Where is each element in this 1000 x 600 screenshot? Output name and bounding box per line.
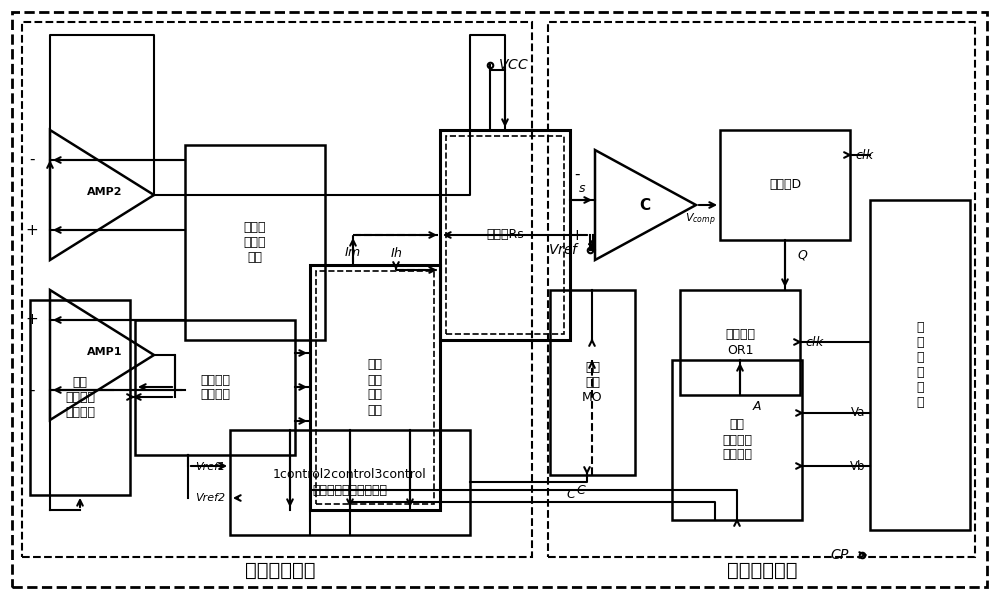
- Text: 微热板Rs: 微热板Rs: [486, 229, 524, 241]
- Text: 测试电流电路: 测试电流电路: [245, 560, 315, 580]
- Text: 第一或门
OR1: 第一或门 OR1: [725, 329, 755, 356]
- Text: -: -: [574, 167, 580, 182]
- Text: 线性
开关
MO: 线性 开关 MO: [582, 361, 603, 404]
- Text: Va: Va: [851, 407, 865, 419]
- Bar: [870, 200, 970, 530]
- Text: 触发器D: 触发器D: [769, 179, 801, 191]
- Text: $clk$: $clk$: [805, 335, 825, 349]
- Text: -: -: [29, 152, 35, 167]
- Text: 三个
输出
电流
电路: 三个 输出 电流 电路: [368, 359, 382, 416]
- Text: $CP$: $CP$: [830, 548, 850, 562]
- Text: AMP1: AMP1: [87, 347, 123, 357]
- Text: +: +: [26, 223, 38, 238]
- Text: 时
钟
发
生
电
路: 时 钟 发 生 电 路: [916, 321, 924, 409]
- Text: $C$: $C$: [566, 488, 577, 502]
- Text: AMP2: AMP2: [87, 187, 123, 197]
- Bar: [550, 290, 635, 475]
- Bar: [720, 130, 850, 240]
- Bar: [548, 22, 975, 557]
- Text: s: s: [579, 181, 585, 194]
- Text: $VCC$: $VCC$: [498, 58, 529, 72]
- Text: Vb: Vb: [850, 460, 865, 473]
- Text: 第二
加热模式
控制电路: 第二 加热模式 控制电路: [722, 419, 752, 461]
- Text: $Vref$: $Vref$: [548, 242, 580, 257]
- Text: 加热电流电路: 加热电流电路: [727, 560, 797, 580]
- Bar: [672, 360, 802, 520]
- Bar: [230, 430, 470, 535]
- Text: C: C: [639, 197, 651, 212]
- Text: $V_{comp}$: $V_{comp}$: [685, 212, 716, 228]
- Text: $C$: $C$: [576, 484, 587, 497]
- Text: 基准电压
设定电路: 基准电压 设定电路: [200, 373, 230, 401]
- Bar: [185, 145, 325, 340]
- Bar: [680, 290, 800, 395]
- Text: 带隙电
压基准
电路: 带隙电 压基准 电路: [244, 221, 266, 264]
- Text: $Q$: $Q$: [797, 248, 808, 262]
- Text: -: -: [29, 383, 35, 398]
- Bar: [310, 265, 440, 510]
- Text: Vref2: Vref2: [195, 493, 225, 503]
- Text: 1control2control3control
测试电流切换控制电路: 1control2control3control 测试电流切换控制电路: [273, 469, 427, 497]
- Bar: [440, 130, 570, 340]
- Bar: [22, 22, 532, 557]
- Text: +: +: [571, 228, 583, 243]
- Bar: [30, 300, 130, 495]
- Text: +: +: [26, 312, 38, 327]
- Text: $Im$: $Im$: [344, 247, 362, 259]
- Text: $A$: $A$: [752, 401, 762, 413]
- Text: $Ih$: $Ih$: [390, 246, 402, 260]
- Bar: [135, 320, 295, 455]
- Text: Vref1: Vref1: [195, 462, 225, 472]
- Bar: [446, 136, 564, 334]
- Text: $clk$: $clk$: [855, 148, 875, 162]
- Text: 第一
加热模式
控制电路: 第一 加热模式 控制电路: [65, 376, 95, 419]
- Bar: [316, 271, 434, 504]
